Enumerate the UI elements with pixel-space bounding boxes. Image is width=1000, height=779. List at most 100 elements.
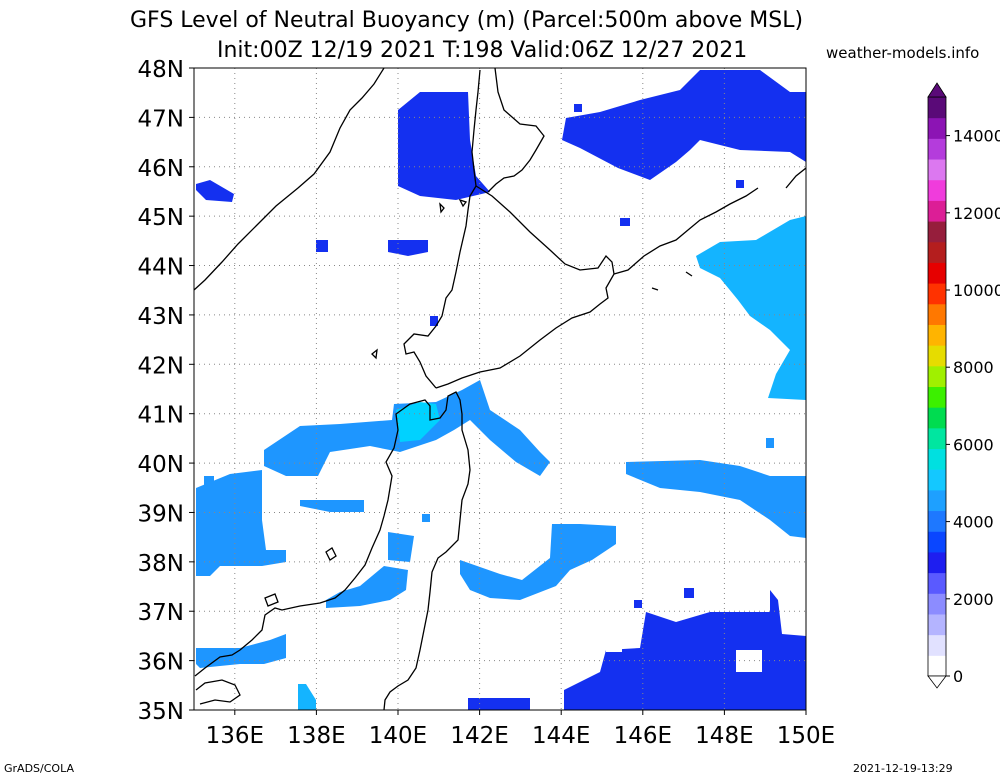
longitude-labels: 136E 138E 140E 142E 144E 146E 148E 150E [206,710,835,749]
latitude-label: 41N [138,403,184,429]
map-plot-area: 48N 47N 46N 45N 44N 43N 42N 41N 40N 39N 38N 37N 36N 3… [138,57,836,749]
colorbar-segment [928,117,946,139]
buoyancy-region [196,180,234,202]
latitude-label: 48N [138,57,184,83]
oki-island-coastline [264,593,279,607]
buoyancy-region [196,470,286,576]
buoyancy-region [574,104,582,112]
colorbar-segment [928,303,946,325]
latitude-label: 43N [138,304,184,330]
buoyancy-region [696,216,806,400]
sakhalin-coastline [471,68,545,193]
colorbar-tick-label: 2000 [953,590,994,609]
buoyancy-region [634,600,642,608]
buoyancy-region [766,438,774,448]
colorbar-tick-label: 0 [953,667,963,686]
footer-timestamp: 2021-12-19-13:29 [853,762,953,775]
colorbar-segment [928,221,946,243]
buoyancy-region [468,698,530,710]
small-island-coastline [371,198,468,360]
colorbar-segment [928,510,946,532]
longitude-label: 140E [369,723,427,749]
mainland-asia-coastline [194,68,385,291]
colorbar-segment [928,345,946,367]
latitude-label: 36N [138,650,184,676]
colorbar-segment [928,365,946,387]
sado-island-coastline [325,547,337,561]
shikoku-coastline [195,679,241,705]
buoyancy-region [626,460,806,538]
colorbar-tick-label: 4000 [953,513,994,532]
colorbar-min-arrow [927,675,947,689]
buoyancy-region [460,524,616,600]
longitude-label: 144E [532,723,590,749]
buoyancy-region [298,684,316,710]
map-background [194,68,806,710]
latitude-labels: 48N 47N 46N 45N 44N 43N 42N 41N 40N 39N 38N 37N 36N 3… [138,57,194,725]
map-frame [193,67,807,711]
buoyancy-region [562,70,806,180]
buoyancy-region [316,240,328,252]
colorbar-segment [928,200,946,222]
colorbar-segment [928,97,946,119]
kuril-islands-coastline [613,167,806,291]
chart-title-line-2: Init:00Z 12/19 2021 T:198 Valid:06Z 12/2… [217,38,748,63]
colorbar-max-arrow [927,82,947,98]
longitude-label: 148E [695,723,753,749]
colorbar-segment [928,427,946,450]
footer-software-label: GrADS/COLA [4,762,74,775]
buoyancy-fill-layer [196,70,806,710]
credit-label: weather-models.info [826,44,980,62]
chart-title-line-1: GFS Level of Neutral Buoyancy (m) (Parce… [130,8,804,33]
buoyancy-region [736,180,744,188]
latitude-label: 45N [138,205,184,231]
longitude-label: 150E [777,723,835,749]
colorbar-segment [928,634,946,656]
colorbar-segment [928,386,946,408]
colorbar-segment [928,262,946,284]
buoyancy-region [564,590,806,710]
buoyancy-region [620,218,630,226]
colorbar-segment [928,531,946,553]
buoyancy-region [388,240,428,256]
latitude-label: 46N [138,156,184,182]
buoyancy-region [196,634,286,668]
buoyancy-region [388,532,414,562]
buoyancy-region [204,476,214,486]
longitude-label: 146E [614,723,672,749]
colorbar: 0 2000 4000 6000 8000 10000 12000 14000 [927,82,1000,689]
longitude-label: 136E [206,723,264,749]
colorbar-tick-label: 14000 [953,127,1000,146]
colorbar-segment [928,179,946,201]
latitude-label: 35N [138,699,184,725]
colorbar-tick-label: 10000 [953,281,1000,300]
colorbar-segment [928,138,946,160]
longitude-label: 138E [287,723,345,749]
colorbar-segment [928,241,946,263]
buoyancy-region [684,588,694,598]
colorbar-tick-label: 8000 [953,358,994,377]
buoyancy-region [430,316,438,326]
colorbar-segment [928,572,946,594]
buoyancy-region [326,566,408,608]
colorbar-segment [928,593,946,615]
colorbar-segment [928,655,946,677]
latitude-label: 38N [138,551,184,577]
latitude-label: 42N [138,353,184,379]
colorbar-tick-label: 12000 [953,204,1000,223]
latitude-label: 37N [138,600,184,626]
colorbar-segment [928,407,946,429]
colorbar-segment [928,283,946,305]
colorbar-segment [928,324,946,346]
coastline-layer [194,68,806,710]
buoyancy-region [398,92,490,200]
latitude-label: 47N [138,106,184,132]
latitude-label: 44N [138,255,184,281]
latitude-label: 40N [138,452,184,478]
colorbar-segment [928,613,946,636]
hokkaido-coastline [403,185,615,389]
colorbar-segment [928,159,946,181]
colorbar-segment [928,448,946,470]
buoyancy-gap [606,640,622,652]
